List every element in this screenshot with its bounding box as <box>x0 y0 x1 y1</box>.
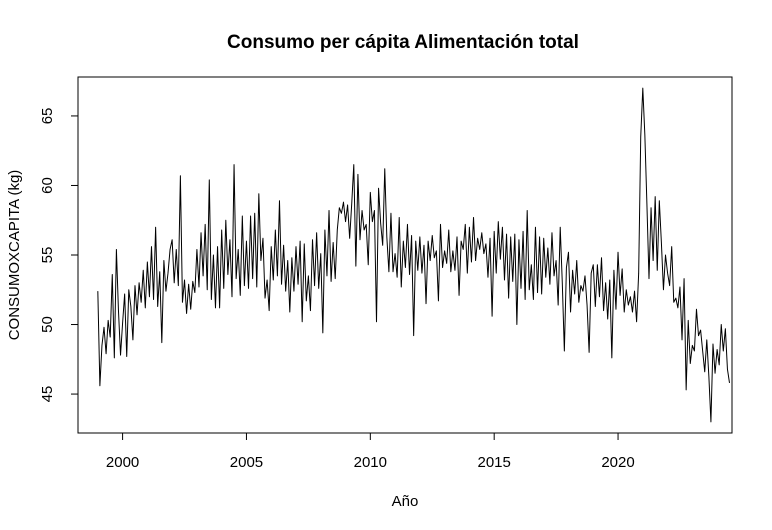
y-tick-label-55: 55 <box>39 247 56 264</box>
x-tick-label-2020: 2020 <box>601 454 634 471</box>
y-tick-label-60: 60 <box>39 177 56 194</box>
series-line <box>97 87 730 423</box>
x-tick-label-2000: 2000 <box>106 454 139 471</box>
x-axis-label: Año <box>392 493 419 510</box>
y-tick-label-45: 45 <box>39 386 56 403</box>
x-tick-label-2010: 2010 <box>354 454 387 471</box>
y-axis: 45 50 55 60 65 <box>39 108 78 403</box>
x-tick-label-2015: 2015 <box>477 454 510 471</box>
y-tick-label-65: 65 <box>39 108 56 125</box>
x-axis: 2000 2005 2010 2015 2020 <box>106 433 635 471</box>
x-tick-label-2005: 2005 <box>230 454 263 471</box>
y-axis-label: CONSUMOXCAPITA (kg) <box>6 170 23 341</box>
y-tick-label-50: 50 <box>39 316 56 333</box>
chart-title: Consumo per cápita Alimentación total <box>227 32 579 53</box>
